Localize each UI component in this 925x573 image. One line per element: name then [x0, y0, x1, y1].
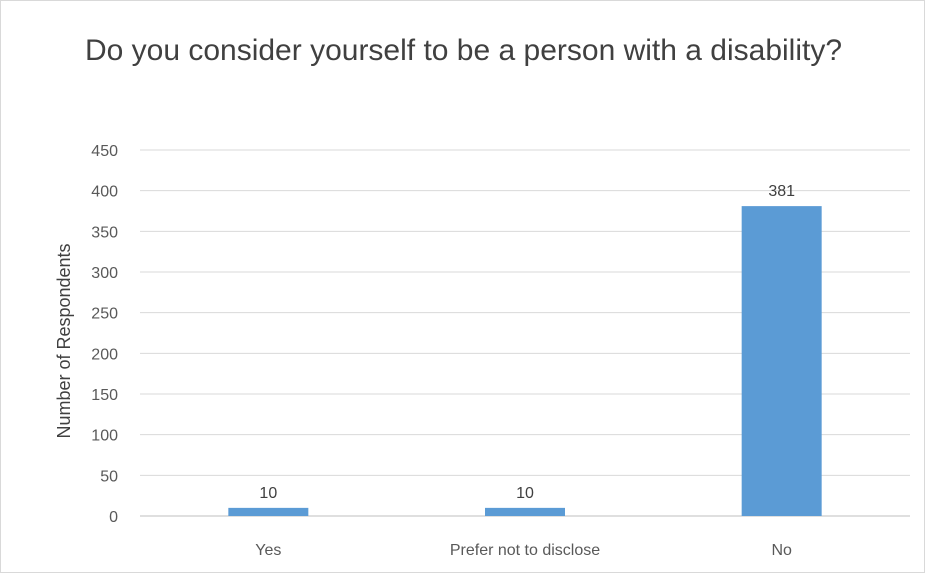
y-axis-ticks: 0 50 100 150 200 250 300 350 400 450	[91, 143, 118, 526]
y-tick-label: 200	[91, 346, 118, 363]
y-tick-label: 300	[91, 265, 118, 282]
y-tick-label: 400	[91, 184, 118, 201]
y-tick-label: 0	[109, 509, 118, 526]
y-tick-label: 250	[91, 306, 118, 323]
y-tick-label: 150	[91, 387, 118, 404]
y-tick-label: 50	[100, 468, 118, 485]
x-tick-label: Prefer not to disclose	[450, 542, 600, 559]
y-tick-label: 100	[91, 428, 118, 445]
data-label: 10	[259, 485, 277, 502]
chart-title: Do you consider yourself to be a person …	[84, 34, 843, 67]
y-tick-label: 450	[91, 143, 118, 160]
x-tick-label: No	[771, 542, 792, 559]
bar	[228, 507, 309, 516]
data-labels: 10 10 381	[259, 183, 795, 502]
x-axis-ticks: Yes Prefer not to disclose No	[255, 542, 792, 559]
y-tick-label: 350	[91, 224, 118, 241]
x-tick-label: Yes	[255, 542, 281, 559]
bars	[228, 206, 822, 516]
data-label: 381	[768, 183, 795, 200]
bar	[741, 206, 822, 516]
bar	[485, 507, 565, 516]
data-label: 10	[516, 485, 534, 502]
y-axis-title: Number of Respondents	[54, 243, 74, 438]
